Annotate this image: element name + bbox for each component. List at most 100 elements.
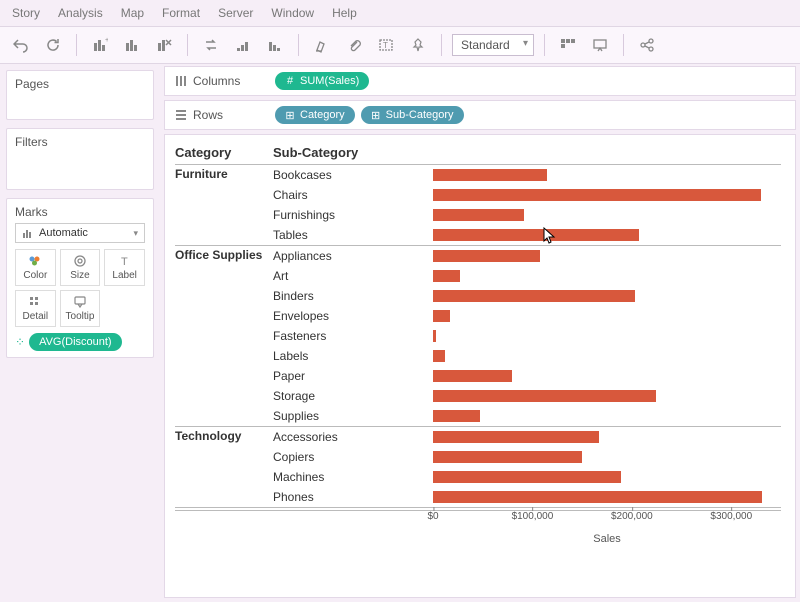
sub-label: Binders [273, 289, 433, 303]
menubar: Story Analysis Map Format Server Window Help [0, 0, 800, 26]
menu-server[interactable]: Server [218, 6, 253, 20]
toolbar: + T Standard [0, 26, 800, 64]
bar[interactable] [433, 330, 436, 342]
sub-label: Envelopes [273, 309, 433, 323]
bar[interactable] [433, 189, 761, 201]
sub-label: Furnishings [273, 208, 433, 222]
columns-shelf[interactable]: Columns #SUM(Sales) [164, 66, 796, 96]
menu-story[interactable]: Story [12, 6, 40, 20]
pill-sum-sales-[interactable]: #SUM(Sales) [275, 72, 369, 90]
bar[interactable] [433, 350, 445, 362]
row-phones[interactable]: Phones [273, 487, 781, 507]
sub-label: Copiers [273, 450, 433, 464]
rows-shelf[interactable]: Rows ⊞Category⊞Sub-Category [164, 100, 796, 130]
row-envelopes[interactable]: Envelopes [273, 306, 781, 326]
pill-category[interactable]: ⊞Category [275, 106, 355, 124]
bar[interactable] [433, 370, 512, 382]
sub-label: Chairs [273, 188, 433, 202]
undo-icon[interactable] [8, 32, 34, 58]
bar[interactable] [433, 229, 639, 241]
fit-mode-select[interactable]: Standard [452, 34, 534, 56]
pages-panel[interactable]: Pages [6, 70, 154, 120]
mark-label[interactable]: TLabel [104, 249, 145, 286]
rows-pills: ⊞Category ⊞Sub-Category [275, 106, 464, 124]
label-icon[interactable]: T [373, 32, 399, 58]
bar[interactable] [433, 209, 524, 221]
row-art[interactable]: Art [273, 266, 781, 286]
bar[interactable] [433, 270, 460, 282]
refresh-icon[interactable] [40, 32, 66, 58]
svg-text:T: T [383, 41, 388, 50]
bar[interactable] [433, 290, 635, 302]
mark-tooltip[interactable]: Tooltip [60, 290, 101, 327]
row-appliances[interactable]: Appliances [273, 246, 781, 266]
menu-format[interactable]: Format [162, 6, 200, 20]
bar[interactable] [433, 310, 450, 322]
row-paper[interactable]: Paper [273, 366, 781, 386]
highlight-icon[interactable] [309, 32, 335, 58]
attach-icon[interactable] [341, 32, 367, 58]
category-label: Furniture [175, 165, 273, 245]
category-label: Office Supplies [175, 246, 273, 426]
row-binders[interactable]: Binders [273, 286, 781, 306]
row-furnishings[interactable]: Furnishings [273, 205, 781, 225]
bar[interactable] [433, 250, 540, 262]
row-supplies[interactable]: Supplies [273, 406, 781, 426]
sort-desc-icon[interactable] [262, 32, 288, 58]
chart-body: FurnitureBookcases Chairs Furnishings Table… [175, 164, 781, 508]
sub-label: Phones [273, 490, 433, 504]
tick: $0 [427, 511, 438, 522]
dup-sheet-icon[interactable] [119, 32, 145, 58]
pin-icon[interactable] [405, 32, 431, 58]
bar[interactable] [433, 169, 547, 181]
new-sheet-icon[interactable]: + [87, 32, 113, 58]
menu-map[interactable]: Map [121, 6, 144, 20]
category-label: Technology [175, 427, 273, 507]
pill-sub-category[interactable]: ⊞Sub-Category [361, 106, 464, 124]
chart-area: Category Sub-Category FurnitureBookcases… [164, 134, 796, 598]
mark-detail[interactable]: Detail [15, 290, 56, 327]
row-accessories[interactable]: Accessories [273, 427, 781, 447]
row-machines[interactable]: Machines [273, 467, 781, 487]
bar[interactable] [433, 471, 621, 483]
menu-help[interactable]: Help [332, 6, 357, 20]
row-bookcases[interactable]: Bookcases [273, 165, 781, 185]
sub-label: Bookcases [273, 168, 433, 182]
row-storage[interactable]: Storage [273, 386, 781, 406]
marks-pill-discount[interactable]: AVG(Discount) [29, 333, 122, 351]
sub-label: Art [273, 269, 433, 283]
sub-label: Storage [273, 389, 433, 403]
show-me-icon[interactable] [555, 32, 581, 58]
filters-title: Filters [15, 135, 145, 149]
bar[interactable] [433, 431, 599, 443]
bar[interactable] [433, 410, 480, 422]
pages-title: Pages [15, 77, 145, 91]
row-labels[interactable]: Labels [273, 346, 781, 366]
row-fasteners[interactable]: Fasteners [273, 326, 781, 346]
tick: $300,000 [710, 511, 752, 522]
sort-asc-icon[interactable] [230, 32, 256, 58]
axis-title: Sales [593, 533, 621, 545]
row-chairs[interactable]: Chairs [273, 185, 781, 205]
filters-panel[interactable]: Filters [6, 128, 154, 190]
header-subcategory: Sub-Category [273, 145, 433, 160]
row-tables[interactable]: Tables [273, 225, 781, 245]
columns-pills: #SUM(Sales) [275, 72, 369, 90]
bar[interactable] [433, 491, 762, 503]
presentation-icon[interactable] [587, 32, 613, 58]
marks-type-select[interactable]: Automatic ▾ [15, 223, 145, 243]
svg-text:T: T [121, 256, 128, 268]
clear-sheet-icon[interactable] [151, 32, 177, 58]
row-copiers[interactable]: Copiers [273, 447, 781, 467]
mark-color[interactable]: Color [15, 249, 56, 286]
menu-analysis[interactable]: Analysis [58, 6, 103, 20]
menu-window[interactable]: Window [271, 6, 314, 20]
bar[interactable] [433, 451, 582, 463]
share-icon[interactable] [634, 32, 660, 58]
sub-label: Labels [273, 349, 433, 363]
group-furniture: FurnitureBookcases Chairs Furnishings Table… [175, 164, 781, 245]
bar[interactable] [433, 390, 656, 402]
marks-title: Marks [15, 205, 145, 219]
swap-icon[interactable] [198, 32, 224, 58]
mark-size[interactable]: Size [60, 249, 101, 286]
